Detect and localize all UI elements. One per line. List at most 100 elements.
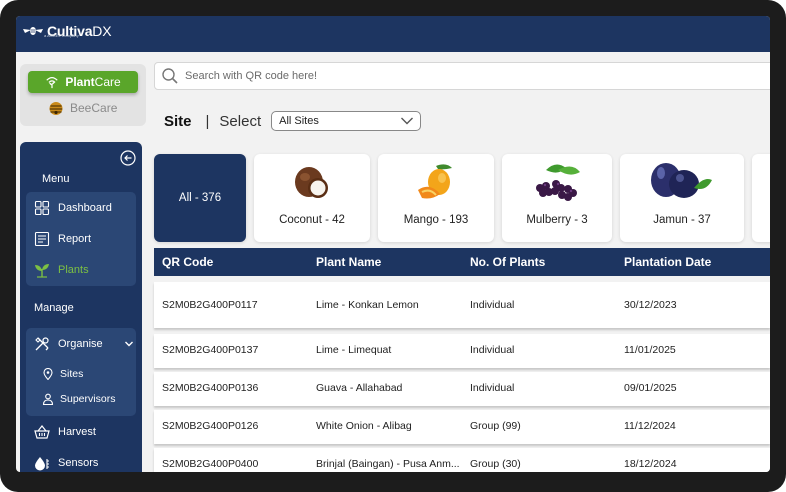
mulberry-icon bbox=[536, 164, 580, 201]
plantcare-label: PlantCare bbox=[65, 75, 121, 89]
jamun-icon bbox=[651, 163, 712, 198]
cell-no-of-plants: Individual bbox=[470, 344, 515, 356]
cell-no-of-plants: Group (30) bbox=[470, 458, 521, 470]
plant-sprout-icon bbox=[35, 264, 49, 278]
cell-qr-code: S2M0B2G400P0400 bbox=[162, 458, 259, 470]
cell-no-of-plants: Group (99) bbox=[470, 420, 521, 432]
cell-qr-code: S2M0B2G400P0117 bbox=[162, 299, 258, 311]
location-pin-icon bbox=[43, 368, 53, 380]
plant-card-mango[interactable]: Mango - 193 bbox=[378, 154, 494, 242]
sidebar-item-label: Report bbox=[58, 233, 92, 245]
search-bar bbox=[154, 62, 770, 90]
plant-card-jamun[interactable]: Jamun - 37 bbox=[620, 154, 744, 242]
sidebar-item-harvest[interactable]: Harvest bbox=[34, 424, 96, 440]
sidebar: Menu Dashboard Report bbox=[20, 142, 142, 472]
sidebar-item-label: Supervisors bbox=[60, 393, 116, 405]
site-select-value: All Sites bbox=[279, 115, 319, 127]
cell-qr-code: S2M0B2G400P0137 bbox=[162, 344, 259, 356]
column-header-no-of-plants[interactable]: No. Of Plants bbox=[470, 255, 546, 269]
plant-card-label: Coconut - 42 bbox=[279, 214, 345, 226]
sidebar-item-label: Dashboard bbox=[58, 202, 112, 214]
cell-plant-name: White Onion - Alibag bbox=[316, 420, 412, 432]
plant-card-mulberry[interactable]: Mulberry - 3 bbox=[502, 154, 612, 242]
sidebar-item-label: Sensors bbox=[58, 457, 99, 469]
cell-plantation-date: 18/12/2024 bbox=[624, 458, 677, 470]
cell-plant-name: Guava - Allahabad bbox=[316, 382, 403, 394]
plant-card-label: All - 376 bbox=[178, 192, 222, 204]
beehive-icon bbox=[49, 102, 63, 115]
plant-card-coconut[interactable]: Coconut - 42 bbox=[254, 154, 370, 242]
supervisor-icon bbox=[42, 393, 54, 405]
sidebar-item-sites[interactable]: Sites bbox=[42, 368, 83, 380]
plant-card-all[interactable]: All - 376 bbox=[154, 154, 246, 242]
beecare-button[interactable]: BeeCare bbox=[48, 98, 117, 118]
column-header-plant-name[interactable]: Plant Name bbox=[316, 255, 382, 269]
cell-plant-name: Lime - Konkan Lemon bbox=[316, 299, 419, 311]
bee-logo-icon bbox=[23, 27, 43, 35]
cell-qr-code: S2M0B2G400P0136 bbox=[162, 382, 259, 394]
plant-card-label: Mulberry - 3 bbox=[526, 214, 588, 226]
plantcare-button[interactable]: PlantCare bbox=[28, 71, 138, 93]
top-bar: CultivaDX a ANGEL Company bbox=[16, 16, 770, 52]
wifi-plant-icon bbox=[46, 77, 58, 89]
plant-card-label: Mango - 193 bbox=[403, 214, 469, 226]
sidebar-item-report[interactable]: Report bbox=[34, 231, 91, 247]
site-filter-row: Site | Select All Sites bbox=[164, 108, 422, 134]
plant-category-cards: All - 376 Coconut - 42 bbox=[154, 154, 770, 244]
coconut-icon bbox=[295, 167, 328, 198]
sidebar-item-label: Plants bbox=[58, 264, 89, 276]
table-row[interactable]: S2M0B2G400P0400 Brinjal (Baingan) - Pusa… bbox=[154, 448, 770, 472]
sensor-drop-icon bbox=[35, 457, 49, 471]
brand-subtitle: a ANGEL Company bbox=[44, 33, 79, 38]
manage-heading: Manage bbox=[34, 302, 74, 314]
cell-plant-name: Brinjal (Baingan) - Pusa Anm... bbox=[316, 458, 460, 470]
search-icon[interactable] bbox=[161, 67, 179, 85]
column-header-qr-code[interactable]: QR Code bbox=[162, 255, 214, 269]
sidebar-item-label: Harvest bbox=[58, 426, 96, 438]
cell-plantation-date: 11/12/2024 bbox=[624, 420, 676, 432]
collapse-sidebar-icon[interactable] bbox=[120, 150, 136, 166]
divider: | bbox=[205, 112, 210, 130]
sidebar-item-plants[interactable]: Plants bbox=[34, 262, 89, 278]
plant-card-partial[interactable] bbox=[752, 154, 770, 242]
cell-plant-name: Lime - Limequat bbox=[316, 344, 392, 356]
basket-icon bbox=[34, 425, 50, 439]
cell-no-of-plants: Individual bbox=[470, 382, 515, 394]
plant-card-label: Jamun - 37 bbox=[653, 214, 711, 226]
table-row[interactable]: S2M0B2G400P0137 Lime - Limequat Individu… bbox=[154, 334, 770, 368]
brand-logo[interactable]: CultivaDX bbox=[22, 23, 112, 39]
cell-plantation-date: 30/12/2023 bbox=[624, 299, 677, 311]
tools-icon bbox=[35, 337, 49, 351]
mango-icon bbox=[418, 164, 452, 199]
cell-no-of-plants: Individual bbox=[470, 299, 515, 311]
column-header-plantation-date[interactable]: Plantation Date bbox=[624, 255, 712, 269]
main-content: Site | Select All Sites All - 376 bbox=[154, 52, 770, 472]
table-row[interactable]: S2M0B2G400P0126 White Onion - Alibag Gro… bbox=[154, 410, 770, 444]
menu-heading: Menu bbox=[42, 173, 70, 185]
table-header: QR Code Plant Name No. Of Plants Plantat… bbox=[154, 248, 770, 276]
sidebar-item-label: Organise bbox=[58, 338, 103, 350]
site-select-dropdown[interactable]: All Sites bbox=[271, 111, 422, 131]
chevron-down-icon bbox=[401, 117, 414, 125]
chevron-down-icon[interactable] bbox=[124, 339, 134, 349]
search-input[interactable] bbox=[185, 70, 585, 82]
cell-plantation-date: 11/01/2025 bbox=[624, 344, 676, 356]
beecare-label: BeeCare bbox=[70, 101, 118, 115]
app-switcher: PlantCare BeeCare bbox=[20, 64, 146, 126]
select-label: Select bbox=[219, 112, 262, 130]
site-label: Site bbox=[164, 112, 192, 130]
report-icon bbox=[34, 231, 50, 247]
dashboard-icon bbox=[34, 200, 50, 216]
app-screen: CultivaDX a ANGEL Company PlantCare bbox=[16, 16, 770, 472]
sidebar-item-organise[interactable]: Organise bbox=[34, 336, 134, 352]
table-row[interactable]: S2M0B2G400P0117 Lime - Konkan Lemon Indi… bbox=[154, 282, 770, 328]
brand-name: CultivaDX bbox=[47, 23, 112, 39]
sidebar-item-label: Sites bbox=[60, 368, 84, 380]
cell-qr-code: S2M0B2G400P0126 bbox=[162, 420, 259, 432]
sidebar-item-sensors[interactable]: Sensors bbox=[34, 455, 98, 471]
sidebar-item-dashboard[interactable]: Dashboard bbox=[34, 200, 112, 216]
cell-plantation-date: 09/01/2025 bbox=[624, 382, 677, 394]
sidebar-item-supervisors[interactable]: Supervisors bbox=[42, 393, 115, 405]
table-row[interactable]: S2M0B2G400P0136 Guava - Allahabad Indivi… bbox=[154, 372, 770, 406]
